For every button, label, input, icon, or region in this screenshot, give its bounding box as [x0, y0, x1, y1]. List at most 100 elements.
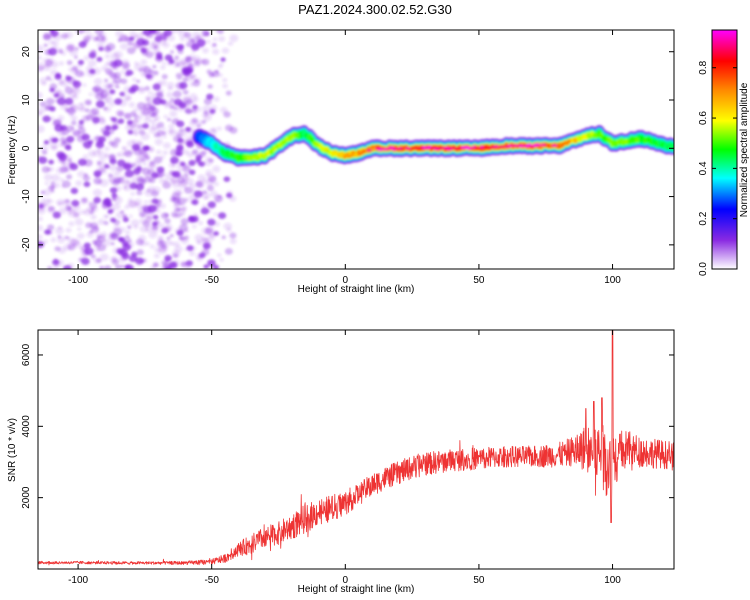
noise-blob [113, 177, 122, 184]
ridge-core [405, 146, 411, 150]
noise-blob [212, 165, 221, 173]
noise-blob [191, 149, 199, 155]
x-tick-label: -100 [68, 275, 88, 286]
noise-blob [61, 162, 67, 167]
noise-blob [43, 239, 48, 244]
noise-blob [49, 141, 59, 150]
noise-blob [126, 238, 132, 243]
noise-blob [48, 199, 54, 204]
noise-blob [128, 197, 134, 203]
noise-blob [134, 202, 141, 208]
noise-blob [87, 59, 97, 67]
noise-blob [114, 185, 122, 192]
noise-blob [122, 217, 129, 223]
noise-blob [156, 129, 164, 136]
ridge-core [413, 147, 419, 150]
noise-blob [83, 55, 90, 61]
noise-blob [49, 30, 55, 33]
y-tick-label: 4000 [21, 415, 32, 438]
noise-blob [110, 233, 119, 241]
noise-blob [120, 264, 125, 269]
noise-blob [160, 65, 166, 70]
noise-blob [131, 251, 138, 257]
noise-blob [171, 171, 180, 178]
noise-blob [202, 105, 212, 113]
noise-blob [158, 223, 165, 228]
noise-blob [109, 116, 114, 121]
noise-blob [173, 188, 182, 196]
noise-blob [142, 123, 149, 129]
noise-blob [110, 103, 115, 107]
noise-blob [184, 247, 189, 251]
noise-blob [153, 156, 163, 164]
y-tick-label: 0 [21, 145, 32, 151]
noise-blob [212, 264, 220, 269]
noise-blob [123, 112, 131, 119]
noise-blob [177, 30, 188, 38]
noise-blob [191, 49, 196, 54]
noise-blob [77, 123, 84, 129]
noise-blob [175, 72, 183, 79]
noise-blob [101, 65, 108, 72]
noise-blob [105, 214, 110, 219]
noise-blob [116, 248, 125, 255]
noise-blob [47, 224, 55, 231]
noise-blob [125, 96, 131, 101]
noise-blob [224, 248, 233, 255]
noise-blob [93, 85, 102, 92]
noise-blob [213, 231, 219, 236]
noise-blob [155, 208, 161, 213]
noise-blob [136, 166, 142, 171]
noise-blob [55, 88, 62, 94]
noise-blob [136, 190, 143, 196]
noise-blob [161, 127, 166, 131]
x-tick-label: -50 [204, 275, 219, 286]
noise-blob [204, 159, 213, 166]
noise-blob [95, 100, 105, 108]
noise-blob [180, 212, 185, 217]
noise-blob [127, 130, 134, 135]
ridge-cell [567, 139, 571, 144]
noise-blob [135, 157, 143, 163]
noise-blob [152, 64, 157, 69]
noise-blob [88, 92, 93, 96]
ridge-core [377, 148, 384, 151]
noise-blob [139, 225, 149, 233]
noise-blob [183, 197, 189, 202]
noise-blob [195, 35, 202, 42]
noise-blob [82, 251, 89, 257]
colorbar-tick-label: 0.0 [698, 262, 709, 276]
noise-blob [203, 98, 213, 105]
ridge-cell [593, 132, 598, 139]
colorbar: 0.0 0.2 0.4 0.6 0.8 Normalized spectral ampl… [698, 29, 750, 276]
noise-blob [172, 214, 178, 219]
colorbar-tick-label: 0.4 [698, 161, 709, 175]
ridge-core [518, 144, 524, 148]
noise-blob [170, 177, 177, 183]
noise-blob [169, 110, 178, 118]
noise-blob [171, 118, 179, 125]
noise-blob [184, 228, 190, 233]
ridge-core [493, 144, 499, 148]
noise-blob [179, 36, 185, 42]
noise-blob [229, 34, 239, 42]
noise-blob [55, 227, 64, 235]
noise-blob [217, 65, 223, 69]
noise-blob [144, 188, 154, 197]
noise-blob [96, 42, 105, 49]
noise-blob [165, 257, 171, 263]
noise-blob [134, 61, 139, 66]
noise-blob [176, 165, 181, 170]
noise-blob [217, 195, 222, 199]
noise-blob [152, 262, 159, 268]
noise-blob [124, 235, 130, 240]
noise-blob [190, 245, 197, 251]
noise-blob [70, 126, 76, 130]
noise-blob [50, 237, 57, 243]
noise-blob [52, 265, 60, 269]
noise-blob [212, 37, 218, 42]
noise-blob [130, 191, 136, 196]
noise-blob [62, 165, 70, 172]
noise-blob [154, 203, 161, 209]
